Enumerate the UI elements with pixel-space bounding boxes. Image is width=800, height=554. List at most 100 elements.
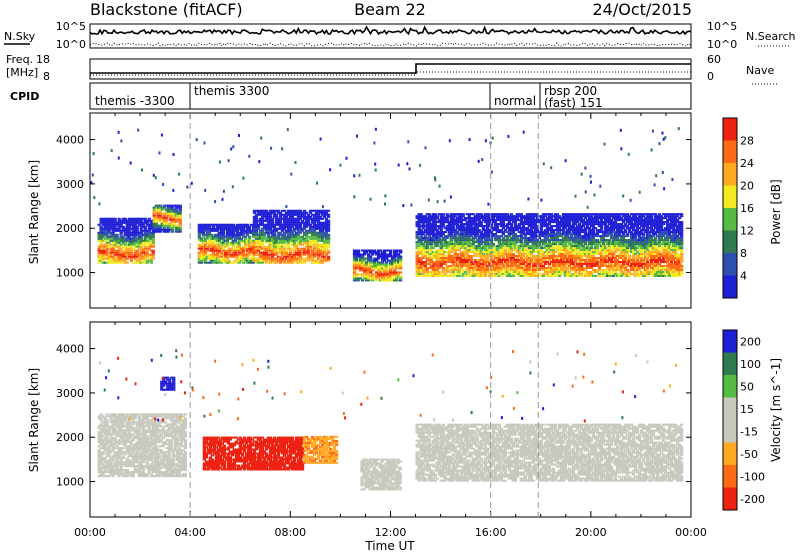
power-cell: [441, 269, 445, 271]
power-cell: [274, 245, 279, 248]
power-cell: [397, 255, 401, 258]
power-cell: [537, 215, 541, 218]
power-cell: [115, 251, 119, 254]
power-cell: [611, 257, 616, 259]
power-cell: [515, 249, 519, 252]
power-cell: [369, 259, 373, 262]
power-cell: [487, 221, 491, 224]
power-cell: [276, 245, 281, 248]
power-cell: [541, 231, 546, 234]
power-cell: [135, 257, 139, 260]
power-cell: [611, 225, 616, 228]
power-cell: [577, 245, 582, 248]
power-cell: [485, 235, 489, 238]
power-cell: [245, 253, 250, 256]
power-cell: [531, 235, 535, 238]
power-cell: [119, 237, 123, 240]
power-cell: [553, 229, 558, 232]
power-cell: [561, 263, 566, 265]
power-cell: [375, 271, 379, 274]
power-cell: [559, 261, 564, 263]
power-cell: [308, 249, 313, 252]
power-cell: [284, 239, 289, 242]
power-cell: [113, 251, 117, 254]
power-cell: [595, 213, 600, 216]
power-cell: [425, 259, 429, 261]
power-cell: [587, 235, 592, 238]
power-cell: [268, 241, 273, 244]
power-cell: [527, 213, 531, 216]
power-cell: [245, 241, 250, 244]
power-cell: [439, 221, 443, 224]
power-cell: [449, 239, 453, 242]
power-cell: [555, 247, 560, 250]
power-cell: [449, 221, 453, 224]
power-cell: [286, 213, 291, 216]
power-cell: [523, 273, 527, 275]
power-cell: [519, 241, 523, 244]
power-cell: [427, 217, 431, 220]
power-cell: [601, 269, 606, 271]
power-cell: [417, 229, 421, 232]
power-cell: [284, 225, 289, 228]
power-cell: [523, 233, 527, 236]
power-cell: [469, 221, 473, 224]
power-cell: [431, 257, 435, 259]
power-cell: [585, 267, 590, 269]
power-cell: [266, 241, 271, 244]
power-cell: [176, 224, 180, 227]
power-cell: [282, 225, 287, 228]
power-cell: [469, 223, 473, 226]
power-cell: [145, 259, 149, 262]
power-cell: [489, 265, 493, 267]
power-cell: [571, 275, 576, 277]
power-cell: [603, 223, 608, 226]
power-cell: [365, 249, 369, 252]
power-cell: [324, 253, 329, 256]
power-cell: [205, 235, 209, 238]
power-cell: [141, 225, 145, 228]
power-cell: [219, 225, 223, 228]
power-cell: [99, 231, 103, 234]
power-cell: [567, 225, 572, 228]
power-cell: [457, 219, 461, 222]
power-cell: [585, 235, 590, 238]
power-cell: [483, 245, 487, 248]
power-cell: [354, 277, 359, 280]
power-cell: [489, 251, 493, 254]
power-cell: [354, 275, 359, 278]
power-cell: [137, 239, 141, 242]
power-cell: [379, 269, 383, 272]
power-cell: [127, 239, 131, 242]
power-cell: [270, 241, 275, 244]
power-cell: [597, 223, 602, 226]
power-cell: [455, 247, 459, 250]
power-cell: [239, 229, 243, 232]
power-cell: [485, 239, 489, 242]
power-cell: [290, 233, 295, 236]
power-cell: [174, 214, 178, 217]
power-cell: [310, 221, 315, 224]
power-cell: [591, 227, 596, 230]
power-cell: [268, 229, 273, 232]
power-cell: [437, 275, 441, 277]
power-cell: [233, 233, 237, 236]
power-cell: [199, 231, 203, 234]
power-cell: [176, 206, 180, 209]
power-cell: [517, 223, 521, 226]
power-cell: [423, 239, 427, 242]
power-cell: [219, 233, 223, 236]
power-cell: [605, 221, 610, 224]
power-cell: [551, 237, 556, 240]
power-cell: [145, 247, 149, 250]
power-cell: [485, 257, 489, 259]
power-cell: [497, 267, 501, 269]
power-cell: [603, 253, 608, 255]
power-cell: [521, 243, 525, 246]
power-cell: [221, 243, 225, 246]
power-cell: [252, 219, 257, 222]
power-cell: [475, 265, 479, 267]
power-cell: [326, 237, 331, 240]
power-cell: [559, 241, 564, 244]
power-cell: [555, 261, 560, 263]
